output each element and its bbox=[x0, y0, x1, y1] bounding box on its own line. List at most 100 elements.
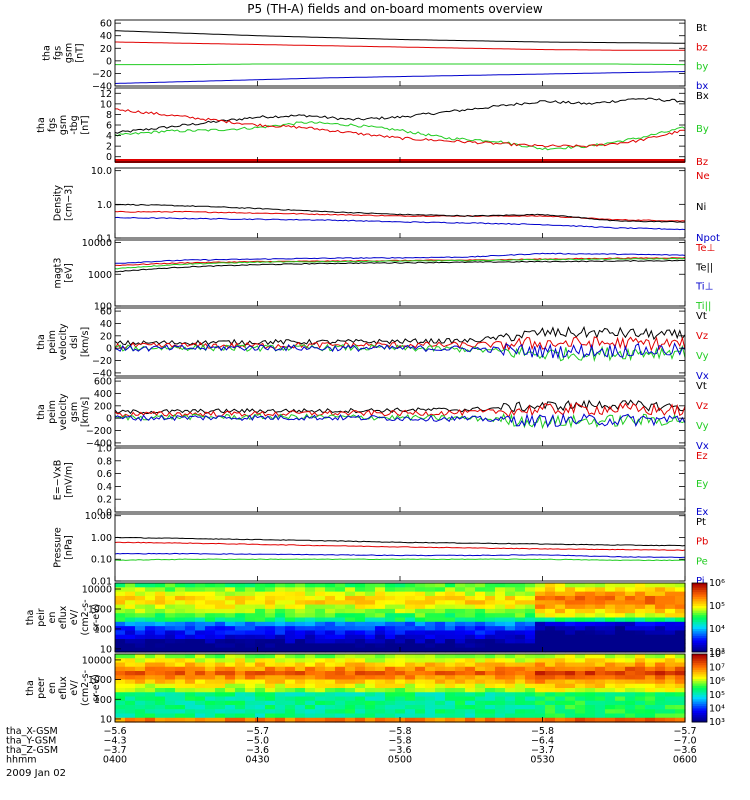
spectrogram-cell bbox=[595, 717, 606, 723]
spectrogram-cell bbox=[515, 666, 526, 672]
x-axis-row-value: 0600 bbox=[673, 755, 697, 766]
y-axis-label-line: velocity bbox=[58, 323, 69, 361]
spectrogram-cell bbox=[325, 675, 336, 681]
spectrogram-cell bbox=[315, 658, 326, 664]
x-axis-row-label: tha_X-GSM bbox=[6, 726, 58, 737]
y-axis-label-line: [nT] bbox=[80, 115, 91, 134]
spectrogram-cell bbox=[505, 654, 516, 659]
spectrogram-cell bbox=[505, 583, 516, 588]
spectrogram-cell bbox=[135, 658, 146, 664]
spectrogram-cell bbox=[175, 626, 186, 632]
y-axis-label-line: sr-eV) bbox=[91, 604, 102, 632]
spectrogram-cell bbox=[155, 604, 166, 610]
spectrogram-cell bbox=[285, 696, 296, 702]
spectrogram-cell bbox=[465, 662, 476, 668]
spectrogram-cell bbox=[315, 621, 326, 627]
spectrogram-cell bbox=[225, 696, 236, 702]
spectrogram-cell bbox=[435, 662, 446, 668]
series-line-Te|| bbox=[115, 259, 686, 273]
spectrogram-cell bbox=[385, 679, 396, 685]
spectrogram-cell bbox=[605, 713, 616, 719]
spectrogram-cell bbox=[565, 671, 576, 676]
spectrogram-cell bbox=[385, 671, 396, 676]
spectrogram-cell bbox=[575, 608, 586, 614]
spectrogram-cell bbox=[275, 643, 286, 649]
spectrogram-cell bbox=[335, 671, 346, 676]
spectrogram-cell bbox=[115, 654, 126, 659]
spectrogram-cell bbox=[375, 583, 386, 588]
spectrogram-cell bbox=[595, 630, 606, 636]
spectrogram-cell bbox=[355, 613, 366, 619]
spectrogram-cell bbox=[185, 583, 196, 588]
y-axis-label-line: [km/s] bbox=[80, 327, 91, 357]
spectrogram-cell bbox=[245, 583, 256, 588]
spectrogram-cell bbox=[505, 683, 516, 689]
y-axis-label-line: [mV/m] bbox=[64, 462, 75, 498]
spectrogram-cell bbox=[535, 630, 546, 636]
spectrogram-cell bbox=[165, 705, 176, 710]
spectrogram-cell bbox=[145, 705, 156, 710]
colorbar-segment bbox=[692, 708, 707, 712]
spectrogram-cell bbox=[585, 634, 596, 640]
spectrogram-cell bbox=[565, 683, 576, 689]
spectrogram-cell bbox=[625, 666, 636, 672]
spectrogram-cell bbox=[375, 621, 386, 627]
spectrogram-cell bbox=[325, 705, 336, 710]
spectrogram-cell bbox=[565, 654, 576, 659]
spectrogram-cell bbox=[395, 600, 406, 606]
spectrogram-cell bbox=[595, 696, 606, 702]
spectrogram-cell bbox=[675, 679, 686, 685]
colorbar-frame bbox=[691, 582, 708, 653]
spectrogram-cell bbox=[355, 621, 366, 627]
spectrogram-cell bbox=[425, 692, 436, 698]
spectrogram-cell bbox=[645, 591, 656, 597]
spectrogram-cell bbox=[515, 658, 526, 664]
spectrogram-cell bbox=[415, 679, 426, 685]
spectrogram-cell bbox=[585, 604, 596, 610]
y-tick-label: 1000 bbox=[88, 604, 112, 615]
spectrogram-cell bbox=[145, 643, 156, 649]
spectrogram-cell bbox=[145, 671, 156, 676]
spectrogram-cell bbox=[395, 587, 406, 593]
spectrogram-cell bbox=[385, 604, 396, 610]
spectrogram-cell bbox=[615, 591, 626, 597]
spectrogram-cell bbox=[525, 613, 536, 619]
spectrogram-cell bbox=[255, 705, 266, 710]
colorbar-segment bbox=[692, 594, 707, 598]
spectrogram-cell bbox=[285, 688, 296, 693]
spectrogram-cell bbox=[675, 591, 686, 597]
y-axis-label-line: en bbox=[47, 612, 58, 624]
spectrogram-cell bbox=[425, 696, 436, 702]
spectrogram-cell bbox=[245, 604, 256, 610]
colorbar-segment bbox=[692, 642, 707, 646]
spectrogram-cell bbox=[475, 662, 486, 668]
x-axis-row-value: −5.7 bbox=[673, 726, 696, 737]
spectrogram-cell bbox=[545, 647, 556, 653]
spectrogram-cell bbox=[495, 626, 506, 632]
spectrogram-cell bbox=[135, 705, 146, 710]
spectrogram-cell bbox=[325, 647, 336, 653]
spectrogram-cell bbox=[335, 658, 346, 664]
colorbar-segment bbox=[692, 690, 707, 694]
spectrogram-cell bbox=[155, 617, 166, 623]
spectrogram-cell bbox=[185, 630, 196, 636]
spectrogram-cell bbox=[585, 600, 596, 606]
spectrogram-cell bbox=[565, 679, 576, 685]
spectrogram-cell bbox=[545, 600, 556, 606]
spectrogram-cell bbox=[275, 709, 286, 715]
spectrogram-cell bbox=[275, 700, 286, 706]
x-axis-row-value: −5.8 bbox=[388, 726, 411, 737]
spectrogram-cell bbox=[165, 587, 176, 593]
spectrogram-cell bbox=[445, 643, 456, 649]
spectrogram-cell bbox=[305, 587, 316, 593]
spectrogram-cell bbox=[595, 683, 606, 689]
spectrogram-cell bbox=[305, 617, 316, 623]
colorbar-segment bbox=[692, 715, 707, 718]
spectrogram-cell bbox=[295, 654, 306, 659]
spectrogram-cell bbox=[165, 709, 176, 715]
spectrogram-cell bbox=[385, 591, 396, 597]
spectrogram-cell bbox=[315, 634, 326, 640]
spectrogram-cell bbox=[375, 675, 386, 681]
spectrogram-cell bbox=[365, 662, 376, 668]
